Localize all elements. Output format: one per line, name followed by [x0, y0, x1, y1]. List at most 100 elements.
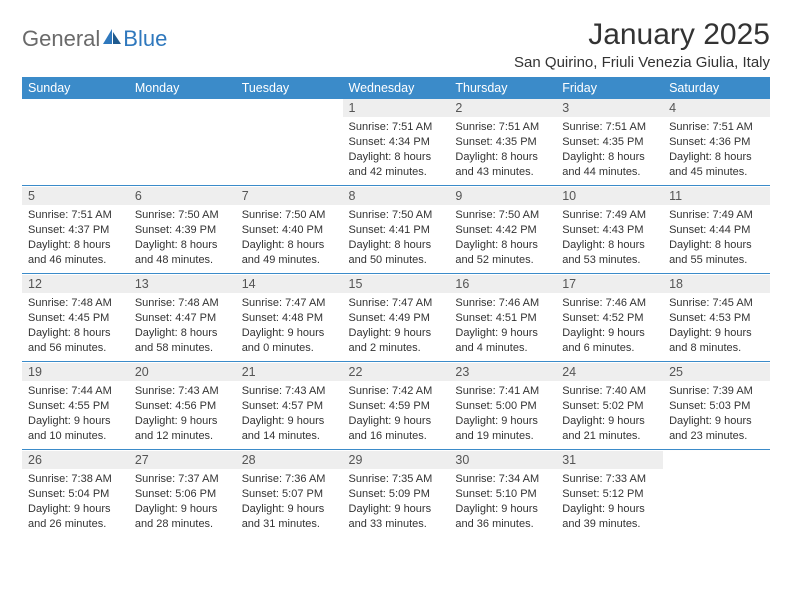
- day-cell: 31Sunrise: 7:33 AMSunset: 5:12 PMDayligh…: [556, 451, 663, 537]
- day-number: 1: [343, 99, 450, 117]
- logo: General Blue: [22, 18, 167, 52]
- sunrise-line: Sunrise: 7:49 AM: [669, 208, 764, 223]
- daylight-line-1: Daylight: 9 hours: [562, 326, 657, 341]
- day-number: 5: [22, 187, 129, 205]
- day-cell: 25Sunrise: 7:39 AMSunset: 5:03 PMDayligh…: [663, 363, 770, 449]
- daylight-line-2: and 12 minutes.: [135, 429, 230, 444]
- day-info: Sunrise: 7:41 AMSunset: 5:00 PMDaylight:…: [449, 381, 556, 447]
- daylight-line-1: Daylight: 9 hours: [349, 502, 444, 517]
- sunrise-line: Sunrise: 7:51 AM: [455, 120, 550, 135]
- day-cell: [129, 99, 236, 185]
- daylight-line-2: and 26 minutes.: [28, 517, 123, 532]
- daylight-line-1: Daylight: 9 hours: [242, 414, 337, 429]
- day-cell: 2Sunrise: 7:51 AMSunset: 4:35 PMDaylight…: [449, 99, 556, 185]
- day-cell: 20Sunrise: 7:43 AMSunset: 4:56 PMDayligh…: [129, 363, 236, 449]
- sunset-line: Sunset: 5:02 PM: [562, 399, 657, 414]
- daylight-line-1: Daylight: 9 hours: [562, 502, 657, 517]
- day-info: Sunrise: 7:33 AMSunset: 5:12 PMDaylight:…: [556, 469, 663, 535]
- sunset-line: Sunset: 4:39 PM: [135, 223, 230, 238]
- daylight-line-1: Daylight: 8 hours: [349, 150, 444, 165]
- sunrise-line: Sunrise: 7:47 AM: [242, 296, 337, 311]
- day-info: Sunrise: 7:51 AMSunset: 4:37 PMDaylight:…: [22, 205, 129, 271]
- daylight-line-1: Daylight: 9 hours: [242, 326, 337, 341]
- daylight-line-2: and 2 minutes.: [349, 341, 444, 356]
- weekday-header: Saturday: [663, 77, 770, 99]
- daylight-line-1: Daylight: 8 hours: [28, 238, 123, 253]
- daylight-line-2: and 44 minutes.: [562, 165, 657, 180]
- day-info: Sunrise: 7:47 AMSunset: 4:49 PMDaylight:…: [343, 293, 450, 359]
- weekday-header: Wednesday: [343, 77, 450, 99]
- day-info: Sunrise: 7:39 AMSunset: 5:03 PMDaylight:…: [663, 381, 770, 447]
- day-number: 24: [556, 363, 663, 381]
- daylight-line-2: and 36 minutes.: [455, 517, 550, 532]
- day-info: Sunrise: 7:47 AMSunset: 4:48 PMDaylight:…: [236, 293, 343, 359]
- week-row: 1Sunrise: 7:51 AMSunset: 4:34 PMDaylight…: [22, 99, 770, 185]
- sunset-line: Sunset: 4:37 PM: [28, 223, 123, 238]
- day-cell: 5Sunrise: 7:51 AMSunset: 4:37 PMDaylight…: [22, 187, 129, 273]
- sunrise-line: Sunrise: 7:43 AM: [242, 384, 337, 399]
- title-block: January 2025 San Quirino, Friuli Venezia…: [514, 18, 770, 71]
- sunset-line: Sunset: 4:35 PM: [562, 135, 657, 150]
- sunset-line: Sunset: 4:57 PM: [242, 399, 337, 414]
- sunrise-line: Sunrise: 7:43 AM: [135, 384, 230, 399]
- day-info: Sunrise: 7:49 AMSunset: 4:44 PMDaylight:…: [663, 205, 770, 271]
- daylight-line-2: and 50 minutes.: [349, 253, 444, 268]
- daylight-line-1: Daylight: 9 hours: [455, 326, 550, 341]
- day-number: 23: [449, 363, 556, 381]
- daylight-line-2: and 53 minutes.: [562, 253, 657, 268]
- day-number: 18: [663, 275, 770, 293]
- logo-text-2: Blue: [123, 26, 167, 52]
- sunrise-line: Sunrise: 7:49 AM: [562, 208, 657, 223]
- day-info: Sunrise: 7:48 AMSunset: 4:45 PMDaylight:…: [22, 293, 129, 359]
- daylight-line-2: and 31 minutes.: [242, 517, 337, 532]
- day-number: 17: [556, 275, 663, 293]
- sunrise-line: Sunrise: 7:37 AM: [135, 472, 230, 487]
- daylight-line-2: and 52 minutes.: [455, 253, 550, 268]
- day-number: 10: [556, 187, 663, 205]
- sunrise-line: Sunrise: 7:50 AM: [349, 208, 444, 223]
- daylight-line-1: Daylight: 8 hours: [349, 238, 444, 253]
- daylight-line-2: and 21 minutes.: [562, 429, 657, 444]
- day-number: 15: [343, 275, 450, 293]
- weekday-header: Tuesday: [236, 77, 343, 99]
- sunset-line: Sunset: 4:41 PM: [349, 223, 444, 238]
- sunset-line: Sunset: 4:51 PM: [455, 311, 550, 326]
- sunset-line: Sunset: 5:10 PM: [455, 487, 550, 502]
- day-number: 16: [449, 275, 556, 293]
- sunrise-line: Sunrise: 7:46 AM: [455, 296, 550, 311]
- sunset-line: Sunset: 4:42 PM: [455, 223, 550, 238]
- day-info: Sunrise: 7:50 AMSunset: 4:40 PMDaylight:…: [236, 205, 343, 271]
- sunset-line: Sunset: 4:44 PM: [669, 223, 764, 238]
- sunrise-line: Sunrise: 7:51 AM: [669, 120, 764, 135]
- weekday-header-row: SundayMondayTuesdayWednesdayThursdayFrid…: [22, 77, 770, 99]
- weekday-header: Sunday: [22, 77, 129, 99]
- daylight-line-1: Daylight: 9 hours: [135, 414, 230, 429]
- day-cell: 3Sunrise: 7:51 AMSunset: 4:35 PMDaylight…: [556, 99, 663, 185]
- sunset-line: Sunset: 4:45 PM: [28, 311, 123, 326]
- day-info: Sunrise: 7:50 AMSunset: 4:41 PMDaylight:…: [343, 205, 450, 271]
- day-info: Sunrise: 7:46 AMSunset: 4:51 PMDaylight:…: [449, 293, 556, 359]
- day-number: 27: [129, 451, 236, 469]
- day-cell: [663, 451, 770, 537]
- calendar-table: SundayMondayTuesdayWednesdayThursdayFrid…: [22, 77, 770, 537]
- day-number: 31: [556, 451, 663, 469]
- daylight-line-2: and 10 minutes.: [28, 429, 123, 444]
- day-info: Sunrise: 7:46 AMSunset: 4:52 PMDaylight:…: [556, 293, 663, 359]
- sunrise-line: Sunrise: 7:51 AM: [349, 120, 444, 135]
- day-info: Sunrise: 7:51 AMSunset: 4:35 PMDaylight:…: [556, 117, 663, 183]
- day-cell: [236, 99, 343, 185]
- daylight-line-2: and 4 minutes.: [455, 341, 550, 356]
- day-number: 25: [663, 363, 770, 381]
- day-number: 30: [449, 451, 556, 469]
- sunset-line: Sunset: 4:56 PM: [135, 399, 230, 414]
- sunset-line: Sunset: 4:53 PM: [669, 311, 764, 326]
- sunrise-line: Sunrise: 7:50 AM: [455, 208, 550, 223]
- daylight-line-1: Daylight: 8 hours: [135, 238, 230, 253]
- page-title: January 2025: [514, 18, 770, 52]
- sunset-line: Sunset: 4:49 PM: [349, 311, 444, 326]
- daylight-line-1: Daylight: 9 hours: [242, 502, 337, 517]
- sunrise-line: Sunrise: 7:51 AM: [28, 208, 123, 223]
- sunrise-line: Sunrise: 7:50 AM: [135, 208, 230, 223]
- sunrise-line: Sunrise: 7:44 AM: [28, 384, 123, 399]
- day-cell: 23Sunrise: 7:41 AMSunset: 5:00 PMDayligh…: [449, 363, 556, 449]
